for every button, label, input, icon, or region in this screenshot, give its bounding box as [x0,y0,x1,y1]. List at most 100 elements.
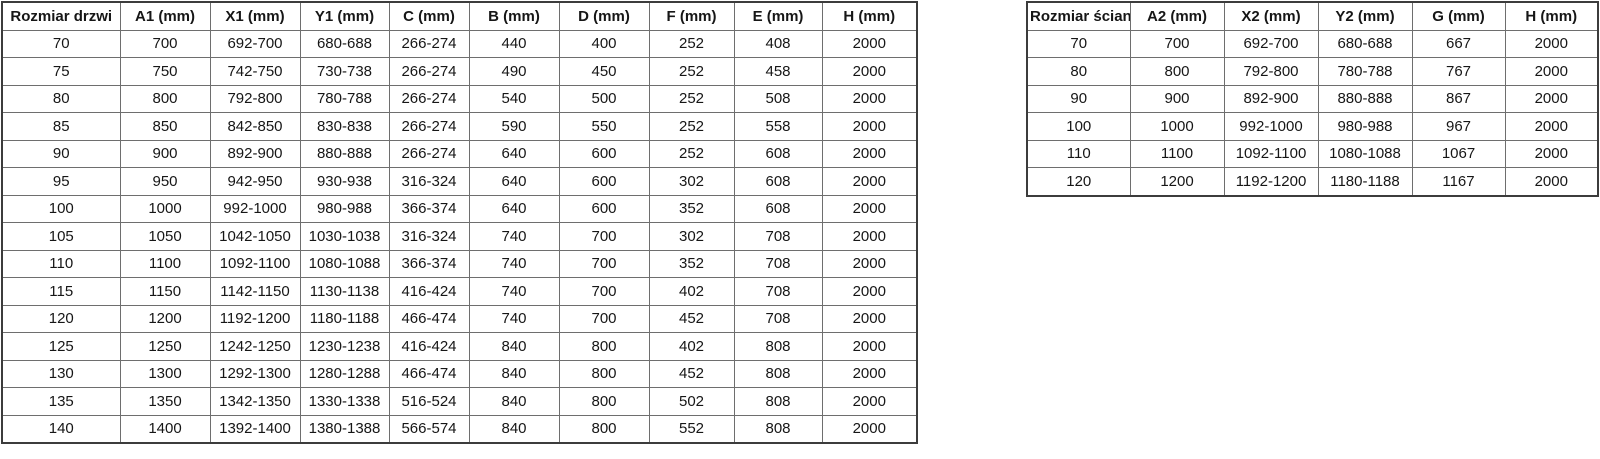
table-cell: 900 [119,139,211,168]
table-cell: 100 [1026,112,1131,141]
table-cell: 2000 [1504,167,1599,196]
column-header: H (mm) [821,1,918,31]
table-cell: 1080-1088 [1317,139,1413,168]
table-cell: 70 [1,29,121,58]
table-cell: 502 [648,387,735,416]
table-cell: 1192-1200 [209,304,301,333]
table-cell: 105 [1,222,121,251]
table-cell: 640 [468,167,560,196]
table-cell: 840 [468,387,560,416]
table-cell: 70 [1026,29,1131,58]
table-cell: 708 [733,222,823,251]
table-cell: 1200 [1129,167,1225,196]
table-cell: 2000 [821,112,918,141]
table-cell: 700 [558,304,650,333]
table-cell: 600 [558,139,650,168]
table-cell: 266-274 [388,84,470,113]
table-cell: 252 [648,29,735,58]
table-cell: 352 [648,249,735,278]
table-cell: 110 [1026,139,1131,168]
table-cell: 2000 [821,222,918,251]
table-row: 140 1400 1392-1400 1380-1388 566-574 840 800 55… [1,414,918,444]
table-cell: 1292-1300 [209,359,301,388]
table-cell: 1100 [119,249,211,278]
table-cell: 1350 [119,387,211,416]
table-cell: 366-374 [388,249,470,278]
table-cell: 75 [1,57,121,86]
table-cell: 252 [648,139,735,168]
table-cell: 2000 [1504,139,1599,168]
table-cell: 120 [1,304,121,333]
column-header: Y2 (mm) [1317,1,1413,31]
table-cell: 550 [558,112,650,141]
table-cell: 1380-1388 [299,414,390,444]
column-header: A1 (mm) [119,1,211,31]
table-row: 135 1350 1342-1350 1330-1338 516-524 840 800 50… [1,387,918,416]
column-header: A2 (mm) [1129,1,1225,31]
table-cell: 2000 [821,84,918,113]
column-header: Rozmiar ścianki [1026,1,1131,31]
table-cell: 808 [733,332,823,361]
table-row: 130 1300 1292-1300 1280-1288 466-474 840 800 45… [1,359,918,388]
table-cell: 608 [733,139,823,168]
table-row: 115 1150 1142-1150 1130-1138 416-424 740 700 40… [1,277,918,306]
table-row: 100 1000 992-1000 980-988 967 2000 [1026,112,1599,141]
table-cell: 740 [468,249,560,278]
table-cell: 115 [1,277,121,306]
table-cell: 352 [648,194,735,223]
table-cell: 125 [1,332,121,361]
table-row: 75 750 742-750 730-738 266-274 490 450 252 458 20… [1,57,918,86]
table-cell: 767 [1411,57,1506,86]
table-cell: 1400 [119,414,211,444]
table-cell: 800 [119,84,211,113]
table-cell: 967 [1411,112,1506,141]
table-cell: 135 [1,387,121,416]
table-cell: 1342-1350 [209,387,301,416]
table-cell: 680-688 [299,29,390,58]
table-cell: 930-938 [299,167,390,196]
table-cell: 402 [648,332,735,361]
table-cell: 252 [648,112,735,141]
column-header: X2 (mm) [1223,1,1319,31]
table-cell: 792-800 [1223,57,1319,86]
table-cell: 1280-1288 [299,359,390,388]
table-row: 105 1050 1042-1050 1030-1038 316-324 740 700 30… [1,222,918,251]
table-row: 95 950 942-950 930-938 316-324 640 600 302 608 20… [1,167,918,196]
table-cell: 1392-1400 [209,414,301,444]
table-cell: 2000 [821,332,918,361]
table-cell: 980-988 [299,194,390,223]
table-cell: 366-374 [388,194,470,223]
table-cell: 600 [558,194,650,223]
table-cell: 490 [468,57,560,86]
table-row: 110 1100 1092-1100 1080-1088 1067 2000 [1026,139,1599,168]
table-row: 80 800 792-800 780-788 266-274 540 500 252 508 20… [1,84,918,113]
table-row: 110 1100 1092-1100 1080-1088 366-374 740 700 35… [1,249,918,278]
table-cell: 708 [733,304,823,333]
table-cell: 740 [468,222,560,251]
table-cell: 2000 [821,304,918,333]
table-cell: 2000 [821,57,918,86]
table-cell: 508 [733,84,823,113]
table-cell: 950 [119,167,211,196]
table-row: 70 700 692-700 680-688 667 2000 [1026,29,1599,58]
table-cell: 800 [558,414,650,444]
table-cell: 1242-1250 [209,332,301,361]
table-cell: 1180-1188 [1317,167,1413,196]
table-cell: 742-750 [209,57,301,86]
table-cell: 458 [733,57,823,86]
table-cell: 1042-1050 [209,222,301,251]
table-cell: 900 [1129,84,1225,113]
table-cell: 1180-1188 [299,304,390,333]
table-cell: 130 [1,359,121,388]
table-cell: 402 [648,277,735,306]
table-cell: 540 [468,84,560,113]
table-cell: 850 [119,112,211,141]
table-cell: 1000 [1129,112,1225,141]
table-cell: 640 [468,139,560,168]
table-cell: 730-738 [299,57,390,86]
column-header: D (mm) [558,1,650,31]
table-cell: 892-900 [1223,84,1319,113]
column-header: B (mm) [468,1,560,31]
column-header: C (mm) [388,1,470,31]
